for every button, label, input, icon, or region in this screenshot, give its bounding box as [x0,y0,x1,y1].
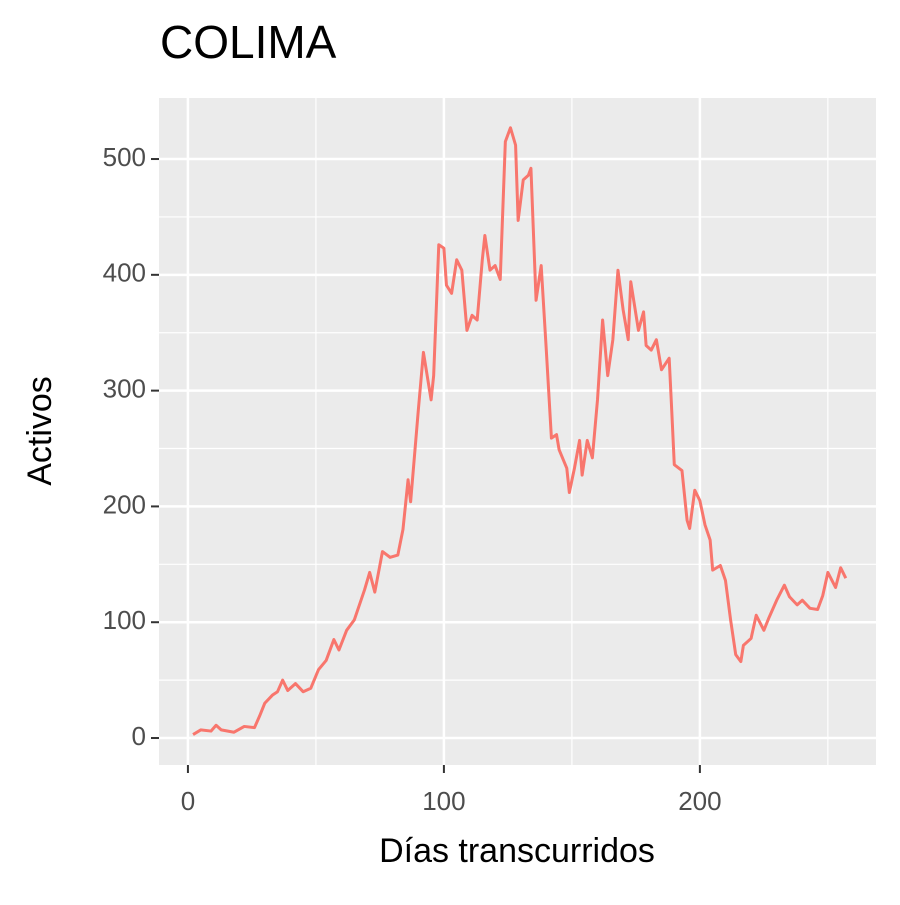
y-tick-label: 100 [103,605,146,635]
y-tick-label: 0 [132,721,146,751]
y-tick-label: 300 [103,373,146,403]
x-axis-title: Días transcurridos [379,832,655,870]
x-tick-label: 0 [181,786,195,816]
y-tick-label: 400 [103,258,146,288]
y-tick-label: 200 [103,489,146,519]
x-tick-label: 100 [422,786,465,816]
data-line [192,126,848,736]
x-tick-label: 200 [678,786,721,816]
marks [192,126,848,736]
chart-title: COLIMA [160,16,337,68]
grid [159,98,876,765]
y-tick-label: 500 [103,142,146,172]
y-axis-title: Activos [21,376,59,486]
